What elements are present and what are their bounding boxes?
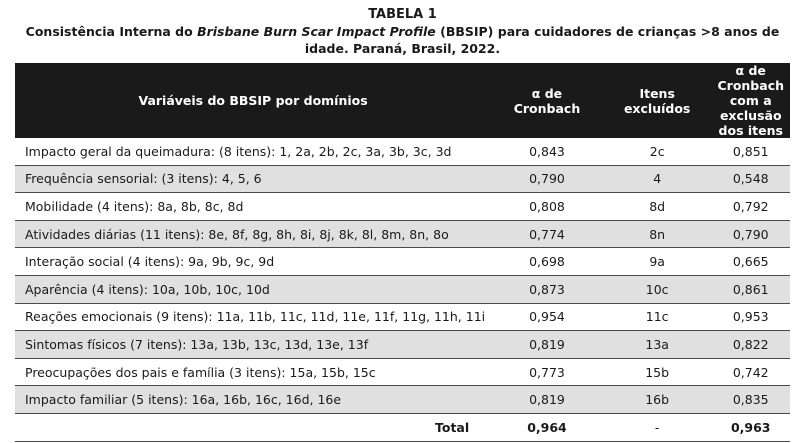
total-label: Total	[15, 413, 492, 442]
row-excluded: 11c	[602, 303, 712, 332]
row-variable: Atividades diárias (11 itens): 8e, 8f, 8…	[15, 220, 492, 249]
total-row: Total 0,964 - 0,963	[15, 413, 790, 442]
row-excluded: 8d	[602, 192, 712, 221]
header-row: Variáveis do BBSIP por domínios α de Cro…	[15, 63, 790, 138]
row-variable: Impacto familiar (5 itens): 16a, 16b, 16…	[15, 385, 492, 414]
row-excluded: 9a	[602, 247, 712, 276]
row-alpha-excluded: 0,851	[711, 138, 790, 166]
row-alpha-excluded: 0,822	[711, 330, 790, 359]
table-row: Atividades diárias (11 itens): 8e, 8f, 8…	[15, 220, 790, 249]
header-excluded: Itens excluídos	[602, 63, 712, 138]
header-alpha: α de Cronbach	[491, 63, 603, 138]
row-alpha: 0,774	[491, 220, 603, 249]
row-variable: Impacto geral da queimadura: (8 itens): …	[15, 138, 492, 166]
total-alpha-excluded: 0,963	[711, 413, 790, 442]
row-variable: Sintomas físicos (7 itens): 13a, 13b, 13…	[15, 330, 492, 359]
row-alpha-excluded: 0,953	[711, 303, 790, 332]
header-variables: Variáveis do BBSIP por domínios	[15, 63, 492, 138]
row-variable: Aparência (4 itens): 10a, 10b, 10c, 10d	[15, 275, 492, 304]
row-variable: Interação social (4 itens): 9a, 9b, 9c, …	[15, 247, 492, 276]
total-alpha: 0,964	[491, 413, 603, 442]
row-excluded: 16b	[602, 385, 712, 414]
row-alpha: 0,873	[491, 275, 603, 304]
title-suffix: (BBSIP) para cuidadores de crianças >8 a…	[304, 24, 780, 56]
row-alpha-excluded: 0,861	[711, 275, 790, 304]
row-alpha-excluded: 0,548	[711, 165, 790, 194]
row-alpha: 0,773	[491, 358, 603, 387]
row-alpha: 0,843	[491, 138, 603, 166]
title-prefix: Consistência Interna do	[25, 24, 198, 39]
row-excluded: 8n	[602, 220, 712, 249]
row-alpha: 0,819	[491, 385, 603, 414]
consistency-table: Variáveis do BBSIP por domínios α de Cro…	[15, 63, 790, 442]
row-excluded: 10c	[602, 275, 712, 304]
table-row: Interação social (4 itens): 9a, 9b, 9c, …	[15, 247, 790, 276]
table-row: Aparência (4 itens): 10a, 10b, 10c, 10d …	[15, 275, 790, 304]
header-alpha-excluded: α de Cronbach com a exclusão dos itens	[711, 63, 790, 138]
row-alpha-excluded: 0,742	[711, 358, 790, 387]
row-excluded: 4	[602, 165, 712, 194]
row-excluded: 15b	[602, 358, 712, 387]
table-row: Impacto geral da queimadura: (8 itens): …	[15, 138, 790, 166]
row-alpha-excluded: 0,790	[711, 220, 790, 249]
row-alpha: 0,819	[491, 330, 603, 359]
row-alpha-excluded: 0,665	[711, 247, 790, 276]
table-row: Impacto familiar (5 itens): 16a, 16b, 16…	[15, 385, 790, 414]
table-row: Frequência sensorial: (3 itens): 4, 5, 6…	[15, 165, 790, 194]
table-row: Mobilidade (4 itens): 8a, 8b, 8c, 8d 0,8…	[15, 192, 790, 221]
row-variable: Frequência sensorial: (3 itens): 4, 5, 6	[15, 165, 492, 194]
table-label: TABELA 1	[368, 7, 437, 22]
row-alpha: 0,808	[491, 192, 603, 221]
row-variable: Mobilidade (4 itens): 8a, 8b, 8c, 8d	[15, 192, 492, 221]
row-excluded: 2c	[602, 138, 712, 166]
table-row: Preocupações dos pais e família (3 itens…	[15, 358, 790, 387]
row-alpha: 0,698	[491, 247, 603, 276]
row-alpha: 0,790	[491, 165, 603, 194]
table-title: Consistência Interna do Brisbane Burn Sc…	[0, 23, 805, 57]
row-alpha-excluded: 0,792	[711, 192, 790, 221]
table-row: Reações emocionais (9 itens): 11a, 11b, …	[15, 303, 790, 332]
total-excluded: -	[602, 413, 712, 442]
row-alpha: 0,954	[491, 303, 603, 332]
row-variable: Preocupações dos pais e família (3 itens…	[15, 358, 492, 387]
title-italic: Brisbane Burn Scar Impact Profile	[197, 24, 436, 39]
table-row: Sintomas físicos (7 itens): 13a, 13b, 13…	[15, 330, 790, 359]
table-caption: TABELA 1 Consistência Interna do Brisban…	[0, 0, 805, 57]
row-alpha-excluded: 0,835	[711, 385, 790, 414]
row-variable: Reações emocionais (9 itens): 11a, 11b, …	[15, 303, 492, 332]
row-excluded: 13a	[602, 330, 712, 359]
